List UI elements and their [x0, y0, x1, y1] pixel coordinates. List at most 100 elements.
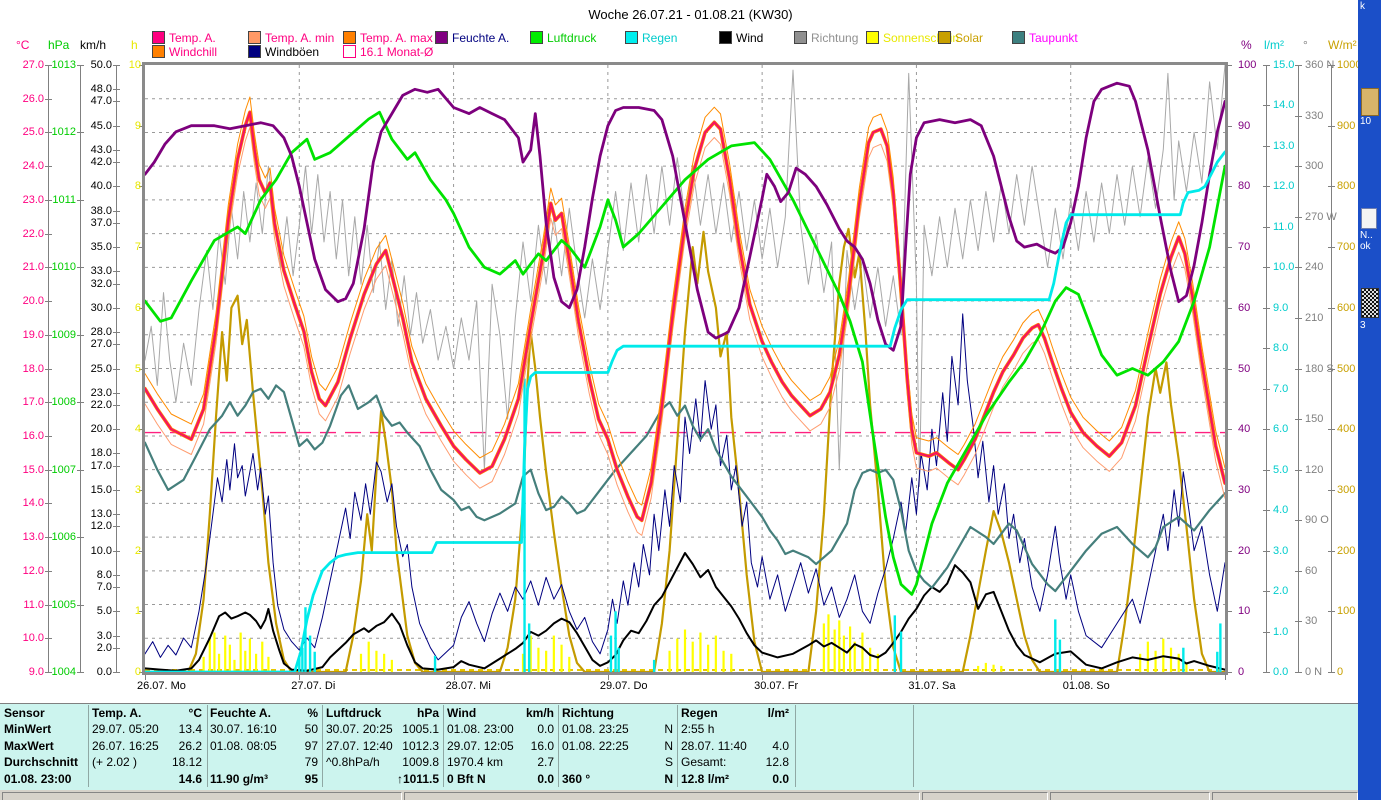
table-cell: ↑1011.5 — [326, 771, 441, 787]
table-column-separator — [795, 705, 796, 787]
axis-tick — [1263, 105, 1270, 107]
status-bar-segment — [1050, 792, 1210, 800]
axis-tick-label: 240 — [1305, 261, 1324, 274]
desktop-icon-label: k — [1360, 1, 1365, 12]
axis-tick — [113, 526, 120, 528]
axis-tick-label: 32.0 — [90, 277, 112, 290]
legend-swatch-icon — [152, 31, 165, 44]
axis-tick — [1328, 125, 1335, 127]
axis-tick-label: 120 — [1305, 463, 1324, 476]
axis-tick — [1225, 489, 1232, 491]
axis-tick-label: 360 N — [1305, 59, 1335, 71]
axis-tick — [45, 402, 52, 404]
axis-tick-label: 43.0 — [90, 143, 112, 156]
table-column-separator — [677, 705, 678, 787]
axis-tick — [45, 334, 52, 336]
axis-tick — [113, 465, 120, 467]
axis-tick-label: 45.0 — [90, 119, 112, 132]
axis-tick-label: 2.0 — [96, 641, 112, 654]
axis-tick-label: 16.0 — [22, 429, 44, 442]
axis-tick — [113, 453, 120, 455]
table-cell-value: 13.4 — [178, 722, 202, 737]
legend-label: Temp. A. max — [360, 31, 433, 45]
legend-label: Wind — [736, 31, 764, 45]
table-column-unit: °C — [188, 706, 202, 720]
axis-tick — [1263, 388, 1270, 390]
desktop-strip[interactable]: k 10 N.. ok 3 — [1358, 0, 1381, 800]
axis-tick-label: 150 — [1305, 413, 1324, 426]
axis-tick — [1295, 267, 1302, 269]
legend-swatch-icon — [343, 45, 356, 58]
axis-tick — [113, 429, 120, 431]
axis-tick — [1225, 611, 1232, 613]
table-cell-value: 12.8 — [765, 755, 789, 770]
axis-tick — [113, 344, 120, 346]
axis-tick — [1225, 125, 1232, 127]
x-axis-label: 01.08. So — [1062, 680, 1110, 692]
table-column-separator — [558, 705, 559, 787]
table-cell: 01.08. 23:00 0.0 — [447, 722, 554, 737]
axis-tick-label: 27.0 — [22, 59, 44, 71]
desktop-icon-label: N.. — [1360, 230, 1373, 241]
axis-tick — [1263, 226, 1270, 228]
legend-label: 16.1 Monat-Ø — [360, 45, 434, 59]
table-cell-value: 2.7 — [537, 755, 554, 770]
axis-header-h: h — [131, 38, 138, 52]
legend-item: Taupunkt — [1012, 31, 1078, 45]
axis-tick — [45, 301, 52, 303]
axis-tick — [113, 271, 120, 273]
table-cell: 27.07. 12:40 1012.3 — [326, 738, 439, 753]
desktop-icon-label: 10 — [1360, 116, 1372, 127]
table-cell: 28.07. 11:40 4.0 — [681, 738, 789, 753]
qr-image-icon[interactable] — [1361, 288, 1379, 318]
axis-tick-label: 48.0 — [90, 83, 112, 96]
table-cell-value: 26.2 — [178, 738, 202, 753]
table-cell: 29.07. 05:20 13.4 — [92, 722, 202, 737]
table-cell: 0 Bft N 0.0 — [447, 771, 554, 786]
table-cell-value: 50 — [304, 722, 318, 737]
axis-tick-label: 600 — [1337, 301, 1356, 314]
axis-tick-label: 18.0 — [90, 447, 112, 460]
legend-label: Richtung — [811, 31, 859, 45]
legend-label: Luftdruck — [547, 31, 597, 45]
axis-tick — [45, 638, 52, 640]
x-axis-tick — [145, 675, 146, 680]
axis-tick-label: 1013 — [51, 59, 76, 71]
x-axis-tick — [762, 675, 764, 680]
axis-tick-label: 7.0 — [96, 581, 112, 594]
stats-table — [0, 703, 1358, 791]
axis-tick — [1328, 489, 1335, 491]
axis-tick — [1295, 216, 1302, 218]
axis-tick — [1295, 520, 1302, 522]
legend-item: Temp. A. — [152, 31, 216, 45]
x-axis-label: 29.07. Do — [599, 680, 648, 692]
folder-icon[interactable] — [1361, 88, 1379, 116]
axis-tick-label: 22.0 — [90, 398, 112, 411]
axis-tick — [113, 65, 120, 66]
axis-tick — [1263, 469, 1270, 471]
document-icon[interactable] — [1361, 208, 1377, 229]
axis-tick — [45, 199, 52, 201]
table-column-Wind: Wind km/h 01.08. 23:00 0.0 29.07. 12:05 16.0 1… — [447, 705, 556, 787]
table-column-separator — [88, 705, 89, 787]
axis-tick-label: 15.0 — [22, 463, 44, 476]
legend-item: Solar — [938, 31, 983, 45]
axis-tick-label: 5.0 — [96, 605, 112, 618]
axis-tick — [1263, 145, 1270, 147]
axis-tick — [1263, 429, 1270, 431]
axis-tick-label: 19.0 — [22, 328, 44, 341]
axis-tick — [77, 267, 84, 269]
axis-tick-label: 47.0 — [90, 95, 112, 108]
chart-svg — [145, 65, 1225, 672]
axis-tick-label: 14.0 — [1273, 99, 1295, 112]
axis-tick-label: 40.0 — [90, 180, 112, 193]
axis-tick-label: 1010 — [51, 261, 76, 274]
axis-tick-label: 800 — [1337, 180, 1356, 193]
axis-tick — [1328, 247, 1335, 249]
axis-tick-label: 18.0 — [22, 362, 44, 375]
table-cell: 30.07. 16:10 50 — [210, 722, 318, 737]
axis-tick-label: 9.0 — [1273, 301, 1289, 314]
axis-tick-label: 10.0 — [90, 544, 112, 557]
axis-tick — [113, 574, 120, 576]
legend-item: Windböen — [248, 45, 319, 59]
